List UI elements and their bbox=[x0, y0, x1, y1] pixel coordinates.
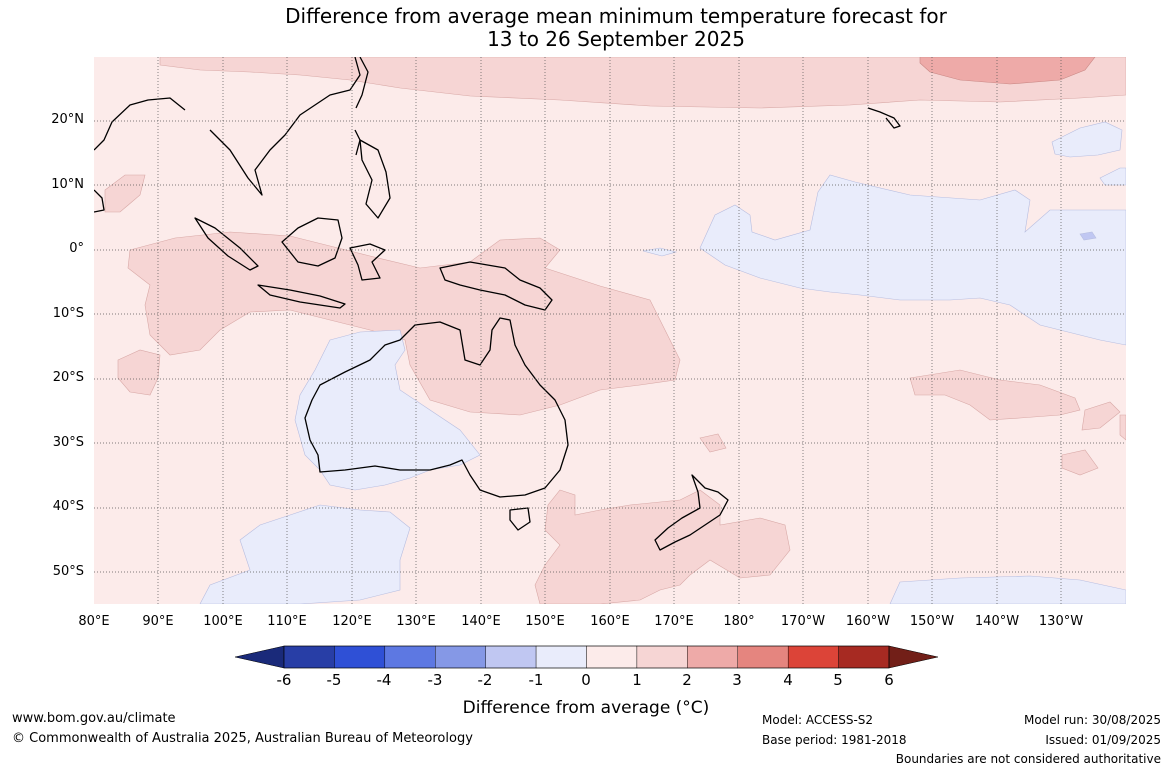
colorbar-cell bbox=[838, 645, 890, 669]
lon-label-180: 180° bbox=[723, 614, 755, 629]
colorbar-tick-minus3: -3 bbox=[427, 671, 443, 689]
lat-label-40s: 40°S bbox=[52, 499, 84, 514]
lon-label-160w: 160°W bbox=[845, 614, 891, 629]
map-title-line2: 13 to 26 September 2025 bbox=[487, 27, 745, 51]
taiwan-coastline bbox=[354, 129, 361, 156]
lon-label-150e: 150°E bbox=[525, 614, 565, 629]
lon-label-170e: 170°E bbox=[654, 614, 694, 629]
borneo-coastline bbox=[281, 217, 343, 267]
map-title-line1: Difference from average mean minimum tem… bbox=[285, 4, 947, 28]
colorbar-tick-minus1: -1 bbox=[528, 671, 544, 689]
colorbar-cell bbox=[586, 645, 638, 669]
india-coastline bbox=[94, 97, 186, 151]
lon-label-120e: 120°E bbox=[332, 614, 372, 629]
lon-label-170w: 170°W bbox=[780, 614, 826, 629]
lon-label-130w: 130°W bbox=[1038, 614, 1084, 629]
colorbar-tick-2: 2 bbox=[682, 671, 692, 689]
issued-text: Issued: 01/09/2025 bbox=[1045, 733, 1161, 747]
sulawesi-coastline bbox=[349, 243, 386, 281]
map-gridlines bbox=[94, 57, 1126, 604]
colorbar-tick-0: 0 bbox=[581, 671, 591, 689]
colorbar-tick-6: 6 bbox=[884, 671, 894, 689]
lat-label-20n: 20°N bbox=[51, 112, 84, 127]
anomaly-region-cool-east bbox=[1099, 167, 1126, 186]
anomaly-region-cool-south bbox=[889, 575, 1126, 604]
website-text: www.bom.gov.au/climate bbox=[12, 711, 176, 726]
colorbar-tick-minus6: -6 bbox=[276, 671, 292, 689]
lat-label-20s: 20°S bbox=[52, 370, 84, 385]
new-zealand-coastline bbox=[654, 474, 729, 551]
colorbar-cell bbox=[787, 645, 839, 669]
colorbar-tick-minus5: -5 bbox=[326, 671, 342, 689]
anomaly-fields bbox=[94, 57, 1126, 604]
colorbar-cell bbox=[535, 645, 587, 669]
lon-label-100e: 100°E bbox=[203, 614, 243, 629]
hawaii-coastline bbox=[867, 107, 901, 129]
japan-coastline bbox=[355, 57, 369, 109]
colorbar-cell bbox=[636, 645, 688, 669]
colorbar-cell bbox=[283, 645, 335, 669]
colorbar-tick-minus2: -2 bbox=[477, 671, 493, 689]
tasmania-coastline bbox=[509, 507, 531, 531]
colorbar-tick-1: 1 bbox=[632, 671, 642, 689]
lon-label-110e: 110°E bbox=[267, 614, 307, 629]
anomaly-region-cool-pacific bbox=[699, 174, 1126, 346]
colorbar bbox=[234, 645, 939, 669]
lat-label-50s: 50°S bbox=[52, 564, 84, 579]
colorbar-tick-3: 3 bbox=[732, 671, 742, 689]
colorbar-high-extend bbox=[888, 645, 939, 669]
lon-label-140e: 140°E bbox=[461, 614, 501, 629]
colorbar-tick-minus4: -4 bbox=[376, 671, 392, 689]
anomaly-region-warm-north bbox=[159, 57, 1126, 109]
model-run-text: Model run: 30/08/2025 bbox=[1023, 713, 1161, 727]
java-coastline bbox=[257, 284, 346, 309]
anomaly-region-hot-north bbox=[919, 57, 1096, 85]
anomaly-region-warm-indian bbox=[104, 174, 146, 213]
anomaly-region-warm-pacific-south bbox=[909, 369, 1081, 421]
sumatra-coastline bbox=[194, 217, 259, 271]
lat-label-0: 0° bbox=[69, 241, 84, 256]
philippines-coastline bbox=[359, 139, 391, 219]
anomaly-region-warm-pacific-east bbox=[1081, 401, 1121, 431]
colorbar-low-extend bbox=[234, 645, 285, 669]
colorbar-cell bbox=[687, 645, 738, 669]
anomaly-region-cool-blob bbox=[1079, 231, 1097, 241]
copyright-text: © Commonwealth of Australia 2025, Austra… bbox=[12, 731, 473, 746]
lat-label-10s: 10°S bbox=[52, 306, 84, 321]
colorbar-label: Difference from average (°C) bbox=[462, 698, 710, 718]
colorbar-cell bbox=[334, 645, 386, 669]
colorbar-tick-5: 5 bbox=[833, 671, 843, 689]
base-period-text: Base period: 1981-2018 bbox=[762, 733, 907, 747]
lat-label-30s: 30°S bbox=[52, 435, 84, 450]
anomaly-region-cool-northeast bbox=[1051, 121, 1123, 158]
lon-label-90e: 90°E bbox=[142, 614, 174, 629]
colorbar-cell bbox=[435, 645, 486, 669]
colorbar-cell bbox=[384, 645, 436, 669]
lon-label-140w: 140°W bbox=[974, 614, 1020, 629]
colorbar-cell bbox=[737, 645, 789, 669]
anomaly-region-warm-southeast bbox=[1061, 449, 1099, 476]
sri-lanka-coastline bbox=[94, 189, 105, 213]
anomaly-region-warm-west bbox=[117, 349, 161, 396]
disclaimer-text: Boundaries are not considered authoritat… bbox=[895, 752, 1161, 766]
colorbar-cell bbox=[485, 645, 537, 669]
australia-coastline bbox=[304, 317, 569, 498]
lon-label-160e: 160°E bbox=[590, 614, 630, 629]
colorbar-tick-4: 4 bbox=[783, 671, 793, 689]
anomaly-region-cool-southwest bbox=[199, 504, 411, 604]
anomaly-region-warm-edge bbox=[1119, 414, 1126, 441]
lon-label-150w: 150°W bbox=[909, 614, 955, 629]
anomaly-region-warm-maritime bbox=[127, 231, 681, 416]
lat-label-10n: 10°N bbox=[51, 177, 84, 192]
lon-label-130e: 130°E bbox=[396, 614, 436, 629]
lon-label-80e: 80°E bbox=[78, 614, 110, 629]
model-text: Model: ACCESS-S2 bbox=[762, 713, 874, 727]
coastlines bbox=[94, 57, 901, 551]
